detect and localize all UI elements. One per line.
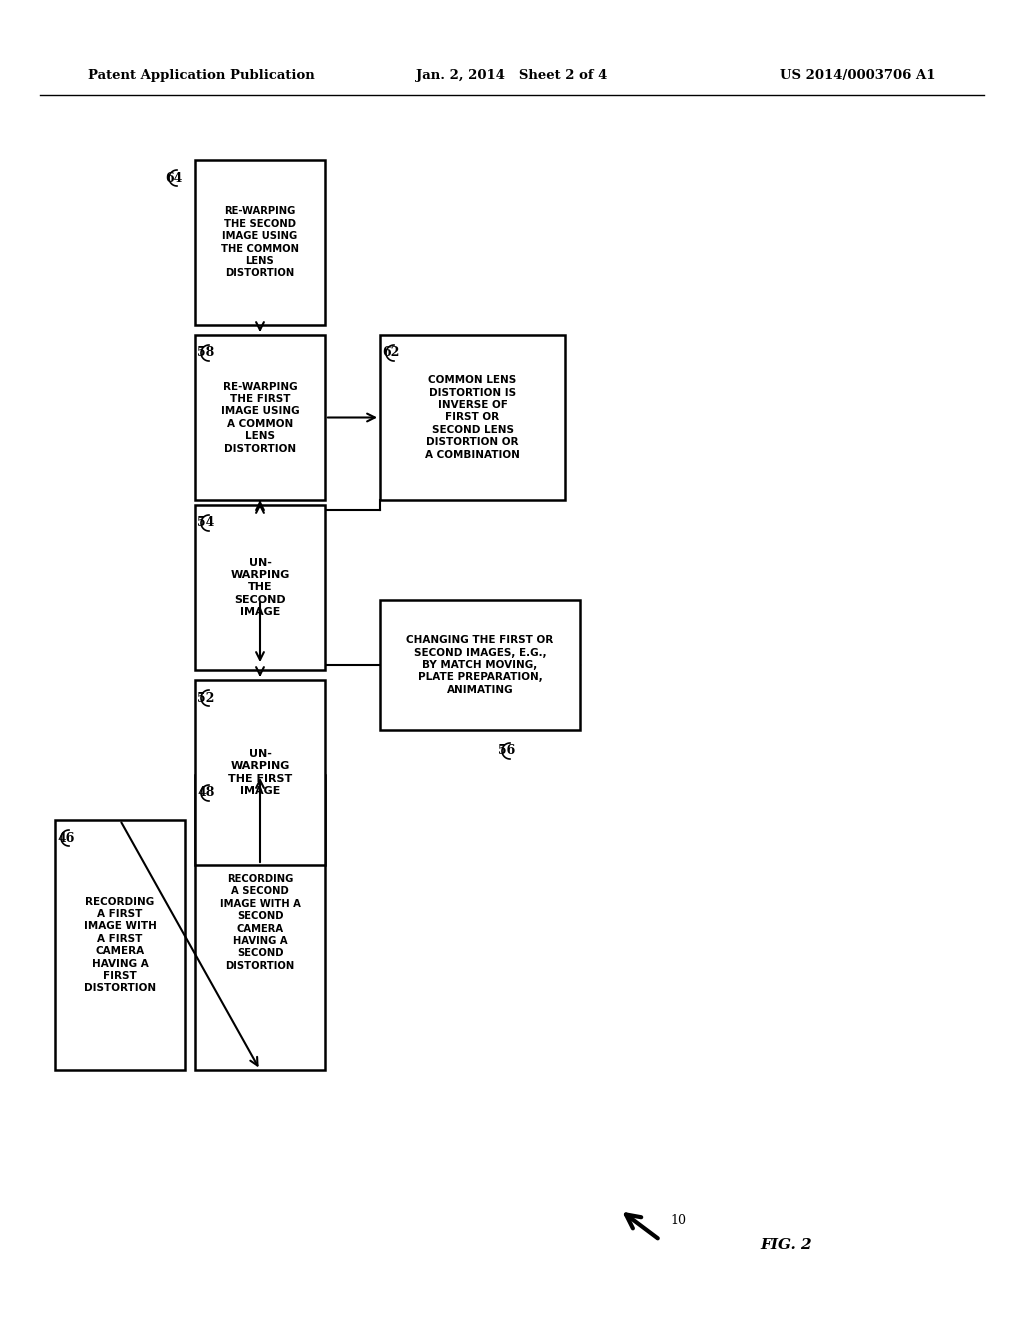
Text: 46: 46 (57, 832, 75, 845)
Bar (195, 506, 325, 671)
Text: 64: 64 (165, 172, 182, 185)
Bar (380, 601, 580, 730)
Text: 48: 48 (197, 787, 214, 800)
Text: UN-
WARPING
THE
SECOND
IMAGE: UN- WARPING THE SECOND IMAGE (230, 557, 290, 618)
Text: 56: 56 (498, 744, 515, 758)
Text: Patent Application Publication: Patent Application Publication (88, 69, 314, 82)
Text: FIG. 2: FIG. 2 (760, 1238, 812, 1251)
Bar (195, 775, 325, 1071)
Text: 58: 58 (197, 346, 214, 359)
Bar (195, 160, 325, 325)
Bar (195, 680, 325, 865)
Text: RE-WARPING
THE FIRST
IMAGE USING
A COMMON
LENS
DISTORTION: RE-WARPING THE FIRST IMAGE USING A COMMO… (221, 381, 299, 454)
Text: COMMON LENS
DISTORTION IS
INVERSE OF
FIRST OR
SECOND LENS
DISTORTION OR
A COMBIN: COMMON LENS DISTORTION IS INVERSE OF FIR… (425, 375, 520, 459)
Text: 54: 54 (197, 516, 214, 529)
Text: RECORDING
A SECOND
IMAGE WITH A
SECOND
CAMERA
HAVING A
SECOND
DISTORTION: RECORDING A SECOND IMAGE WITH A SECOND C… (219, 874, 300, 972)
Text: CHANGING THE FIRST OR
SECOND IMAGES, E.G.,
BY MATCH MOVING,
PLATE PREPARATION,
A: CHANGING THE FIRST OR SECOND IMAGES, E.G… (407, 635, 554, 694)
Bar (55, 820, 185, 1071)
Text: 52: 52 (197, 692, 214, 705)
Text: RECORDING
A FIRST
IMAGE WITH
A FIRST
CAMERA
HAVING A
FIRST
DISTORTION: RECORDING A FIRST IMAGE WITH A FIRST CAM… (84, 896, 157, 994)
Text: US 2014/0003706 A1: US 2014/0003706 A1 (780, 69, 936, 82)
Text: RE-WARPING
THE SECOND
IMAGE USING
THE COMMON
LENS
DISTORTION: RE-WARPING THE SECOND IMAGE USING THE CO… (221, 206, 299, 279)
Bar (195, 335, 325, 500)
Text: 10: 10 (670, 1213, 686, 1226)
Text: UN-
WARPING
THE FIRST
IMAGE: UN- WARPING THE FIRST IMAGE (228, 748, 292, 796)
Text: 62: 62 (382, 346, 399, 359)
Text: Jan. 2, 2014   Sheet 2 of 4: Jan. 2, 2014 Sheet 2 of 4 (417, 69, 607, 82)
Bar (380, 335, 565, 500)
